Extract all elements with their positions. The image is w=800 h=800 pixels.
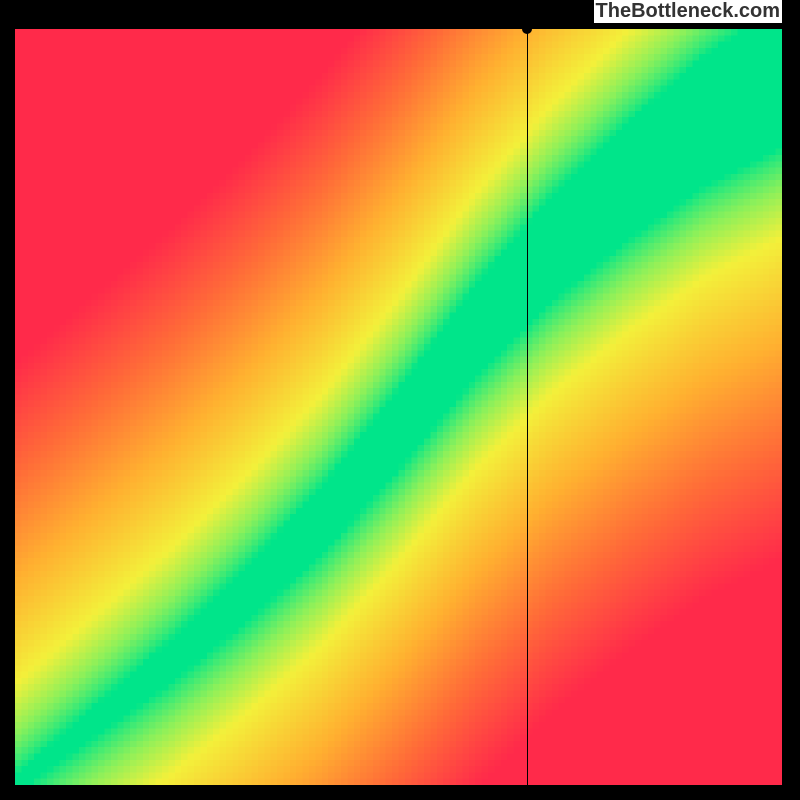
heatmap-canvas bbox=[15, 29, 782, 785]
marker-vertical-line bbox=[527, 29, 528, 785]
marker-dot bbox=[522, 24, 532, 34]
chart-frame-left bbox=[0, 0, 15, 800]
chart-frame-right bbox=[782, 0, 800, 800]
heatmap-plot bbox=[15, 29, 782, 785]
attribution-label: TheBottleneck.com bbox=[594, 0, 782, 23]
chart-frame-bottom bbox=[0, 785, 800, 800]
